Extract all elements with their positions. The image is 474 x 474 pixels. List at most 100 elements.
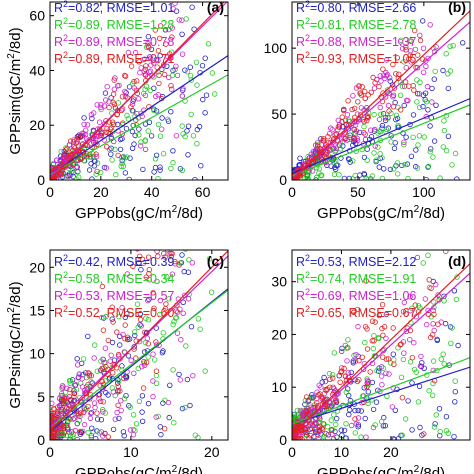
data-point <box>168 165 174 172</box>
data-point <box>369 318 376 324</box>
data-point <box>71 415 78 421</box>
data-point <box>179 123 185 129</box>
data-point <box>434 337 440 343</box>
data-point <box>137 316 144 323</box>
data-point <box>417 79 423 85</box>
data-point <box>383 126 390 133</box>
data-point <box>151 357 158 363</box>
data-point <box>71 390 78 397</box>
data-point <box>306 423 312 429</box>
data-point <box>363 434 369 440</box>
data-point <box>145 400 152 407</box>
data-point <box>84 122 91 128</box>
data-point <box>173 308 179 314</box>
data-point <box>151 107 157 114</box>
data-point <box>122 170 129 176</box>
data-point <box>415 142 421 148</box>
data-point <box>152 156 159 162</box>
data-point <box>202 55 208 61</box>
data-point <box>325 403 331 409</box>
data-point <box>114 329 120 335</box>
data-point <box>145 354 151 360</box>
data-point <box>130 426 137 433</box>
data-point <box>139 393 146 399</box>
data-point <box>86 167 93 173</box>
data-point <box>183 16 189 22</box>
data-point <box>71 143 77 150</box>
data-point <box>303 394 310 400</box>
data-point <box>109 385 115 391</box>
data-point <box>322 378 329 385</box>
data-point <box>349 106 355 113</box>
data-point <box>121 72 128 79</box>
data-point <box>406 56 412 62</box>
data-point <box>131 329 138 335</box>
panel-label: (c) <box>207 253 224 269</box>
data-point <box>424 321 430 328</box>
data-point <box>172 2 178 6</box>
data-point <box>121 433 127 439</box>
data-point <box>452 378 458 384</box>
data-point <box>90 428 97 435</box>
data-point <box>401 139 407 145</box>
data-point <box>179 31 185 37</box>
y-tick-label: 20 <box>29 117 45 133</box>
data-point <box>155 57 161 64</box>
data-point <box>185 123 192 129</box>
data-point <box>362 131 368 137</box>
data-point <box>173 63 179 69</box>
data-point <box>379 122 386 129</box>
data-point <box>150 290 156 296</box>
data-point <box>143 359 150 365</box>
data-point <box>344 358 350 364</box>
data-point <box>115 351 122 358</box>
data-point <box>169 250 175 257</box>
data-point <box>151 305 157 311</box>
data-point <box>435 292 441 298</box>
data-point <box>394 115 401 122</box>
data-point <box>376 312 382 319</box>
data-point <box>96 126 103 132</box>
data-point <box>102 410 108 416</box>
data-point <box>98 358 104 364</box>
data-point <box>374 368 380 374</box>
data-point <box>455 342 461 349</box>
x-tick-label: 0 <box>46 444 54 460</box>
data-point <box>449 162 455 168</box>
data-point <box>131 370 137 376</box>
data-point <box>371 353 378 359</box>
data-point <box>329 431 335 437</box>
data-point <box>140 260 147 266</box>
data-point <box>182 67 188 73</box>
data-point <box>130 96 137 102</box>
data-point <box>58 407 64 413</box>
data-point <box>449 325 455 331</box>
data-point <box>357 112 364 118</box>
data-point <box>171 227 176 232</box>
data-point <box>146 267 152 273</box>
data-point <box>327 376 333 382</box>
data-point <box>429 332 436 338</box>
data-point <box>412 27 418 34</box>
data-point <box>430 299 437 305</box>
data-point <box>389 404 396 410</box>
data-point <box>125 336 131 343</box>
data-point <box>348 369 354 376</box>
x-axis-label: GPPobs(gC/m2/8d) <box>75 464 203 474</box>
x-tick-label: 0 <box>288 184 296 200</box>
data-point <box>441 127 447 134</box>
fit-line <box>50 2 225 180</box>
data-point <box>370 406 377 413</box>
data-point <box>342 129 348 136</box>
data-point <box>358 434 364 440</box>
data-point <box>197 326 203 332</box>
data-point <box>397 342 403 348</box>
data-point <box>382 423 388 429</box>
data-point <box>373 157 379 163</box>
data-point <box>134 301 141 307</box>
data-point <box>429 85 435 92</box>
y-axis-label: GPPsim(gC/m2/8d) <box>6 281 24 408</box>
data-point <box>156 35 163 42</box>
data-point <box>198 162 204 169</box>
data-point <box>124 271 130 277</box>
